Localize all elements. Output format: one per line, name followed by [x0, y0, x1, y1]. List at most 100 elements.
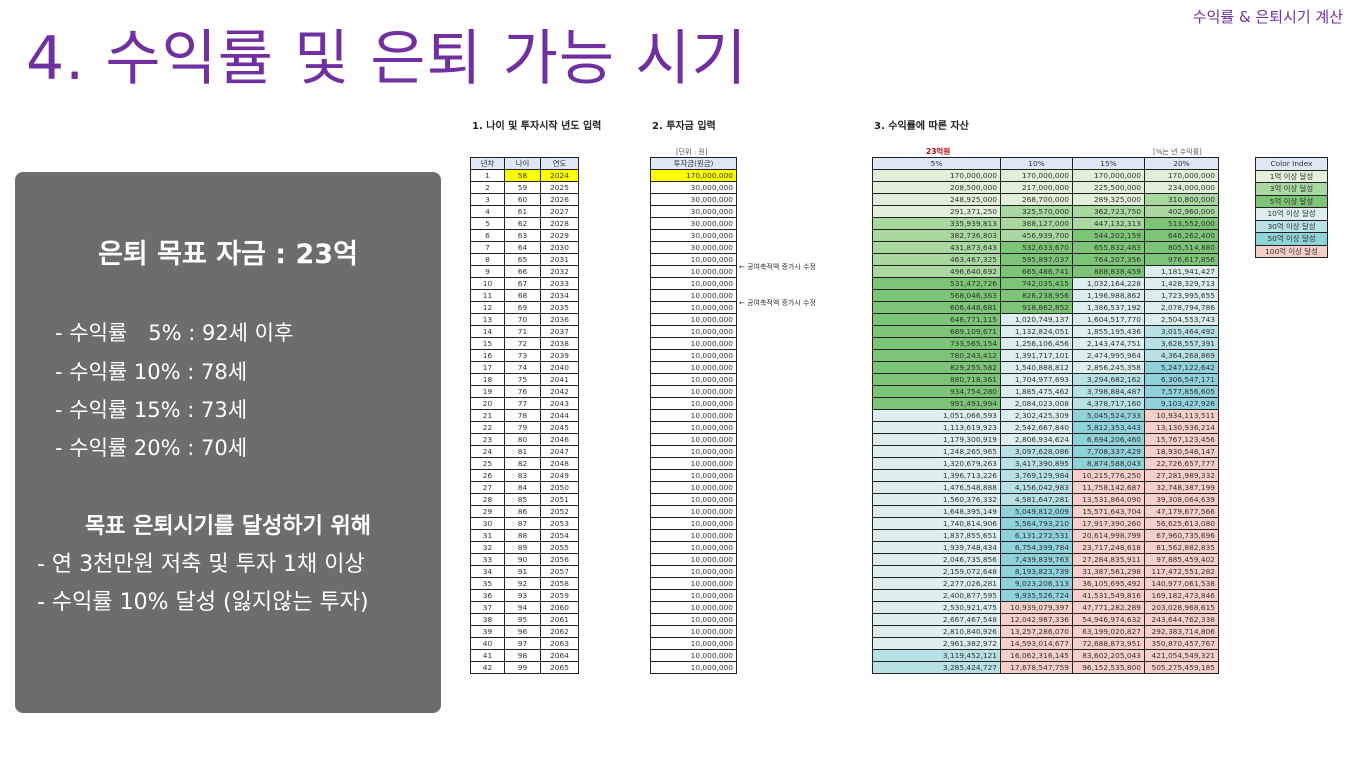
asset-cell: 646,262,400	[1144, 229, 1219, 242]
asset-cell: 11,758,142,687	[1072, 481, 1145, 494]
table-row: 10,000,000	[650, 493, 737, 506]
principal-cell: 10,000,000	[650, 457, 737, 470]
year-index-cell: 15	[470, 337, 505, 350]
principal-cell: 10,000,000	[650, 361, 737, 374]
table-row: 10,000,000	[650, 361, 737, 374]
table-row: 431,873,643 532,633,670 655,832,483 805,514…	[872, 241, 1219, 254]
table-row: 1 58 2024	[470, 169, 579, 182]
asset-cell: 97,885,459,402	[1144, 553, 1219, 566]
asset-cell: 13,257,286,070	[1000, 625, 1073, 638]
table-row: 335,939,813 388,127,000 447,132,313 513,552…	[872, 217, 1219, 230]
age-cell: 59	[504, 181, 541, 194]
asset-cell: 388,127,000	[1000, 217, 1073, 230]
year-cell: 2034	[540, 289, 579, 302]
year-cell: 2065	[540, 661, 579, 674]
table-row: 10,000,000	[650, 385, 737, 398]
asset-cell: 742,035,415	[1000, 277, 1073, 290]
age-cell: 99	[504, 661, 541, 674]
table-row: 13 70 2036	[470, 313, 579, 326]
principal-cell: 10,000,000	[650, 517, 737, 530]
asset-cell: 595,897,037	[1000, 253, 1073, 266]
year-cell: 2060	[540, 601, 579, 614]
asset-cell: 36,105,695,492	[1072, 577, 1145, 590]
principal-cell: 10,000,000	[650, 349, 737, 362]
age-cell: 75	[504, 373, 541, 386]
asset-cell: 3,628,557,391	[1144, 337, 1219, 350]
asset-cell: 3,097,628,086	[1000, 445, 1073, 458]
asset-cell: 1,020,749,137	[1000, 313, 1073, 326]
asset-cell: 1,939,748,434	[872, 541, 1001, 554]
year-cell: 2046	[540, 433, 579, 446]
asset-cell: 2,542,667,840	[1000, 421, 1073, 434]
age-cell: 64	[504, 241, 541, 254]
asset-cell: 225,500,000	[1072, 181, 1145, 194]
asset-cell: 6,694,206,460	[1072, 433, 1145, 446]
year-cell: 2024	[540, 169, 579, 182]
year-index-cell: 10	[470, 277, 505, 290]
table-row: 1,560,376,332 4,581,647,281 13,531,864,090…	[872, 493, 1219, 506]
year-cell: 2064	[540, 649, 579, 662]
col-year: 연도	[540, 157, 579, 170]
asset-cell: 991,491,994	[872, 397, 1001, 410]
asset-cell: 170,000,000	[872, 169, 1001, 182]
asset-cell: 888,838,459	[1072, 265, 1145, 278]
asset-cell: 63,199,020,827	[1072, 625, 1145, 638]
asset-cell: 203,028,968,615	[1144, 601, 1219, 614]
asset-cell: 2,159,072,648	[872, 565, 1001, 578]
section-1-title: 1. 나이 및 투자시작 년도 입력	[472, 121, 602, 132]
legend-item: 1억 이상 달성	[1255, 169, 1328, 183]
table-row: 19 76 2042	[470, 385, 579, 398]
table-row: 248,925,000 268,700,000 289,325,000 310,800…	[872, 193, 1219, 206]
year-index-cell: 34	[470, 565, 505, 578]
col-year-index: 년차	[470, 157, 505, 170]
asset-cell: 1,428,329,713	[1144, 277, 1219, 290]
asset-cell: 17,917,390,260	[1072, 517, 1145, 530]
table-row: 2,810,840,926 13,257,286,070 63,199,020,82…	[872, 625, 1219, 638]
rate-5: - 수익률 5% : 92세 이후	[55, 321, 294, 345]
principal-cell: 10,000,000	[650, 421, 737, 434]
asset-cell: 41,531,549,816	[1072, 589, 1145, 602]
asset-cell: 805,514,880	[1144, 241, 1219, 254]
table-row: 37 94 2060	[470, 601, 579, 614]
year-cell: 2061	[540, 613, 579, 626]
asset-cell: 16,062,316,145	[1000, 649, 1073, 662]
asset-cell: 1,248,265,965	[872, 445, 1001, 458]
table-row: 1,248,265,965 3,097,628,086 7,708,337,429 1…	[872, 445, 1219, 458]
asset-cell: 1,648,395,149	[872, 505, 1001, 518]
asset-cell: 2,143,474,751	[1072, 337, 1145, 350]
table-row: 30,000,000	[650, 181, 737, 194]
year-index-cell: 41	[470, 649, 505, 662]
principal-cell: 10,000,000	[650, 637, 737, 650]
principal-cell: 10,000,000	[650, 301, 737, 314]
asset-cell: 447,132,313	[1072, 217, 1145, 230]
table-row: 14 71 2037	[470, 325, 579, 338]
asset-cell: 1,560,376,332	[872, 493, 1001, 506]
asset-cell: 72,688,873,951	[1072, 637, 1145, 650]
year-cell: 2059	[540, 589, 579, 602]
year-cell: 2043	[540, 397, 579, 410]
asset-cell: 3,015,464,492	[1144, 325, 1219, 338]
principal-cell: 10,000,000	[650, 613, 737, 626]
asset-cell: 463,467,325	[872, 253, 1001, 266]
table-row: 12 69 2035	[470, 301, 579, 314]
year-cell: 2050	[540, 481, 579, 494]
principal-cell: 10,000,000	[650, 565, 737, 578]
asset-cell: 248,925,000	[872, 193, 1001, 206]
legend-item: 5억 이상 달성	[1255, 194, 1328, 208]
age-cell: 81	[504, 445, 541, 458]
asset-cell: 568,046,363	[872, 289, 1001, 302]
principal-cell: 10,000,000	[650, 385, 737, 398]
asset-cell: 243,644,762,338	[1144, 613, 1219, 626]
table-row: 32 89 2055	[470, 541, 579, 554]
asset-cell: 733,565,154	[872, 337, 1001, 350]
principal-cell: 10,000,000	[650, 625, 737, 638]
asset-cell: 3,769,129,984	[1000, 469, 1073, 482]
table-row: 2,277,026,281 9,023,206,113 36,105,695,492…	[872, 577, 1219, 590]
year-index-cell: 38	[470, 613, 505, 626]
unit-note: [단위 : 원]	[676, 148, 708, 156]
age-cell: 74	[504, 361, 541, 374]
table-row: 24 81 2047	[470, 445, 579, 458]
year-index-cell: 32	[470, 541, 505, 554]
table-row: 30,000,000	[650, 193, 737, 206]
table-row: 646,771,115 1,020,749,137 1,604,517,770 2,5…	[872, 313, 1219, 326]
